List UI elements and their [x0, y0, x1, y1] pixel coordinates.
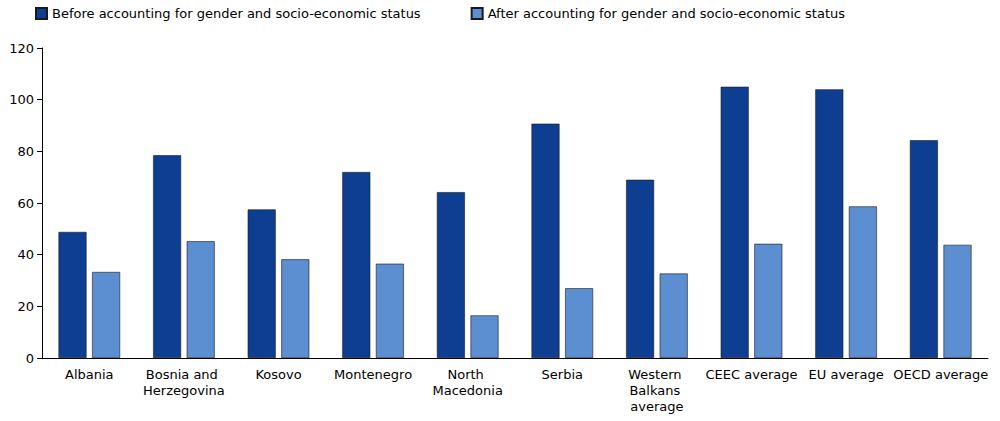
svg-text:Macedonia: Macedonia [433, 383, 503, 398]
svg-text:40: 40 [17, 247, 34, 262]
svg-text:CEEC average: CEEC average [706, 367, 798, 382]
svg-text:Bosnia and: Bosnia and [146, 367, 222, 382]
svg-text:Serbia: Serbia [542, 367, 583, 382]
svg-text:North: North [447, 367, 488, 382]
svg-text:Balkans: Balkans [629, 383, 684, 398]
svg-text:0: 0 [26, 351, 34, 366]
svg-text:20: 20 [17, 299, 34, 314]
svg-text:Montenegro: Montenegro [334, 367, 412, 382]
svg-text:120: 120 [9, 41, 34, 56]
svg-text:80: 80 [17, 144, 34, 159]
svg-text:After accounting for gender an: After accounting for gender and socio-ec… [488, 6, 846, 21]
svg-text:Western: Western [628, 367, 685, 382]
svg-text:Kosovo: Kosovo [255, 367, 301, 382]
svg-text:60: 60 [17, 196, 34, 211]
svg-text:average: average [630, 399, 683, 414]
svg-text:100: 100 [9, 92, 34, 107]
svg-text:Before accounting for gender a: Before accounting for gender and socio-e… [52, 6, 421, 21]
svg-text:OECD average: OECD average [893, 367, 988, 382]
svg-text:EU average: EU average [809, 367, 884, 382]
svg-text:Herzegovina: Herzegovina [143, 383, 225, 398]
svg-text:Albania: Albania [65, 367, 114, 382]
